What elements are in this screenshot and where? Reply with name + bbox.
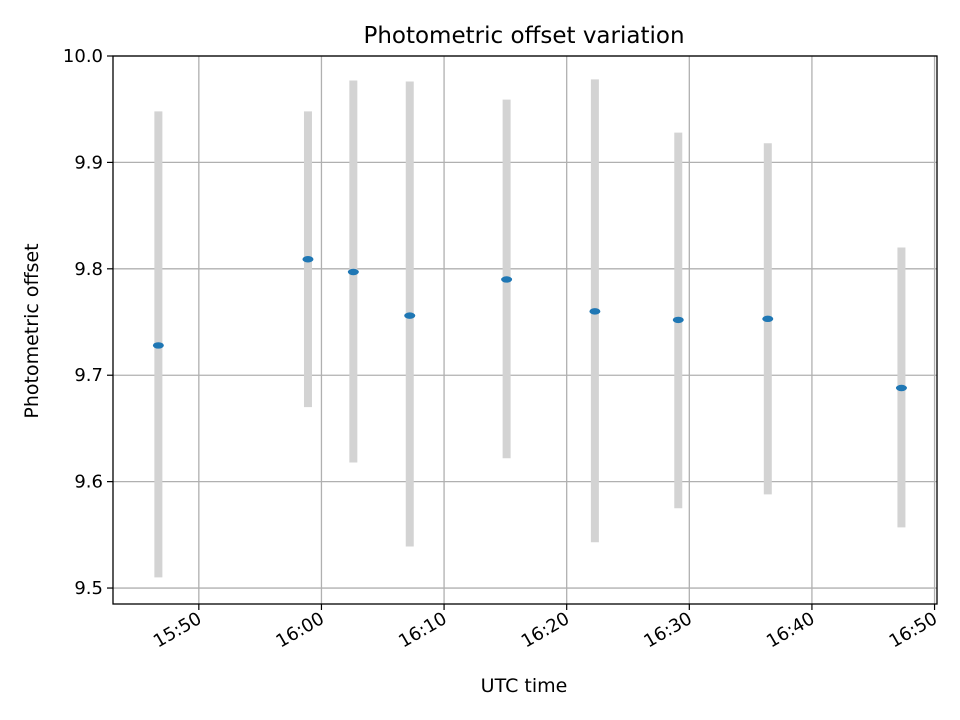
y-tick-label: 9.6 [74,472,103,493]
data-point [152,342,164,349]
plot-frame [112,55,938,605]
data-point [672,316,684,324]
data-point [302,256,314,263]
y-tick-label: 9.7 [74,365,103,386]
x-axis-label: UTC time [481,675,568,697]
y-tick-label: 9.8 [74,259,103,280]
y-tick-label: 9.9 [74,152,103,173]
data-point [501,276,513,283]
points [152,256,907,392]
y-axis-label: Photometric offset [21,243,43,418]
data-point [762,315,774,323]
data-point [347,268,359,276]
chart-title: Photometric offset variation [363,23,684,49]
data-point [404,312,416,319]
y-axis-ticks: 9.5 9.6 9.7 9.8 9.9 10.0 [63,46,113,599]
data-point [589,308,601,315]
y-tick-label: 10.0 [63,46,103,67]
data-point [895,384,907,392]
y-tick-label: 9.5 [74,578,103,599]
